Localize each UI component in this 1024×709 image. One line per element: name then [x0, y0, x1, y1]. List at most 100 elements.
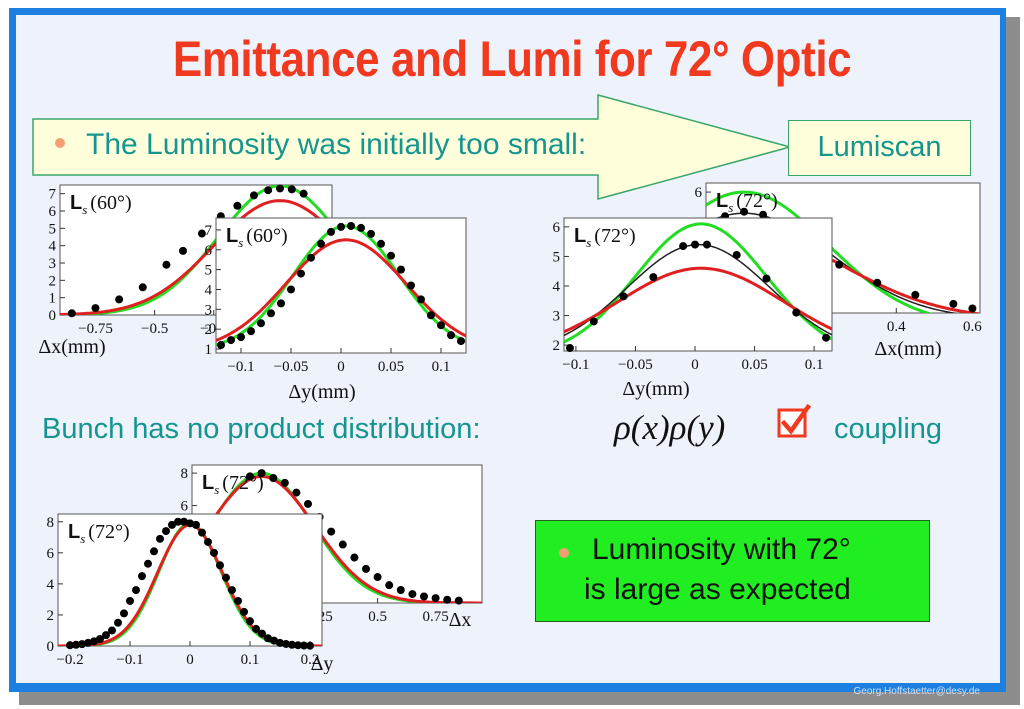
data-point [150, 547, 158, 556]
black-fit-curve [706, 212, 959, 313]
data-point [762, 274, 771, 283]
data-point [287, 185, 296, 194]
y-tick-label: 2 [205, 322, 213, 338]
bullet-dot-icon [559, 548, 569, 558]
y-tick-label: 3 [205, 302, 213, 318]
data-point [619, 292, 628, 301]
data-point [397, 265, 405, 274]
slide-title: Emittance and Lumi for 72° Optic [172, 31, 852, 87]
data-point [216, 561, 224, 570]
data-point [408, 590, 417, 599]
y-tick-label: 1 [49, 291, 57, 307]
data-point [649, 273, 658, 282]
data-point [306, 641, 314, 650]
footer-email: Georg.Hoffstaetter@desy.de [853, 686, 980, 697]
data-point [91, 304, 100, 313]
data-point [287, 285, 295, 294]
x-tick-label: 0.5 [368, 609, 387, 625]
data-point [237, 333, 245, 342]
x-axis-label: Δy [311, 653, 334, 674]
data-point [275, 184, 284, 193]
y-tick-label: 5 [205, 263, 213, 279]
x-axis-label: Δx [449, 609, 472, 631]
x-axis-label: Δx(mm) [38, 336, 105, 358]
data-point [431, 594, 440, 603]
data-point [247, 327, 255, 336]
data-point [350, 553, 359, 562]
x-axis-label: Δy(mm) [288, 381, 355, 403]
data-point [357, 223, 365, 232]
data-point [108, 626, 116, 635]
y-tick-label: 8 [47, 515, 55, 531]
data-point [327, 527, 336, 536]
panel-label: Ls (72°) [202, 472, 264, 497]
data-point [407, 281, 415, 290]
data-point [911, 290, 920, 299]
result-line-1: Luminosity with 72° [592, 533, 851, 566]
data-point [317, 239, 325, 248]
red-fit-curve [192, 474, 482, 603]
data-point [740, 207, 749, 216]
x-tick-label: −0.05 [274, 359, 309, 375]
x-tick-label: −0.1 [227, 359, 254, 375]
data-point [297, 269, 305, 278]
data-point [168, 520, 176, 529]
data-point [702, 240, 711, 249]
y-tick-label: 3 [553, 309, 561, 325]
data-point [162, 260, 171, 269]
panel-label: Ls (72°) [716, 190, 778, 215]
panel-label: Ls (72°) [574, 225, 636, 250]
data-point [138, 283, 147, 292]
data-point [192, 520, 200, 529]
y-tick-label: 7 [205, 223, 213, 239]
data-point [264, 186, 273, 195]
data-point [294, 641, 302, 650]
y-tick-label: 1 [205, 342, 213, 358]
data-point [240, 607, 248, 616]
data-point [178, 246, 187, 255]
data-point [269, 473, 278, 482]
y-tick-label: 0 [47, 639, 55, 655]
data-point [447, 331, 455, 340]
y-tick-label: 2 [49, 273, 57, 289]
red-fit-curve [60, 199, 332, 315]
data-point [234, 596, 242, 605]
data-point [373, 573, 382, 582]
x-tick-label: −0.1 [116, 652, 143, 668]
checked-box-icon [777, 404, 811, 438]
data-point [78, 640, 86, 649]
data-point [367, 229, 375, 238]
x-tick-label: 0.1 [805, 357, 824, 373]
x-tick-label: 0.1 [432, 359, 451, 375]
data-point [227, 336, 235, 345]
result-line-2: is large as expected [584, 573, 851, 606]
x-tick-label: −0.5 [141, 321, 168, 337]
data-point [347, 221, 355, 230]
y-tick-label: 4 [47, 577, 55, 593]
y-tick-label: 4 [205, 282, 213, 298]
lumiscan-label: Lumiscan [788, 120, 971, 176]
data-point [282, 639, 290, 648]
data-point [96, 635, 104, 644]
data-point [270, 636, 278, 645]
data-point [307, 253, 315, 262]
data-point [258, 629, 266, 638]
plot-ls72-dy: 2 3 4 5 6 −0.1 −0.05 0 0.05 0.1 Ls (72°) Δy(mm) [553, 217, 833, 400]
data-point [267, 309, 275, 318]
y-tick-label: 6 [205, 243, 213, 259]
data-point [204, 537, 212, 546]
y-tick-label: 6 [181, 499, 189, 515]
panel-label: Ls (60°) [70, 192, 132, 217]
data-point [396, 586, 405, 595]
plot-frame [563, 217, 833, 352]
green-fit-curve [706, 190, 933, 313]
data-point [443, 595, 452, 604]
data-point [457, 337, 465, 346]
data-point [72, 640, 80, 649]
x-axis-label: Δy(mm) [622, 378, 689, 400]
plot-ls60-dy: 1 2 3 4 5 6 7 −0.1 −0.05 0 0.05 0.1 Ls (60°) Δy(mm) [205, 217, 467, 403]
data-point [252, 624, 260, 633]
data-point [337, 222, 345, 231]
data-point [246, 617, 254, 626]
data-point [427, 311, 435, 320]
